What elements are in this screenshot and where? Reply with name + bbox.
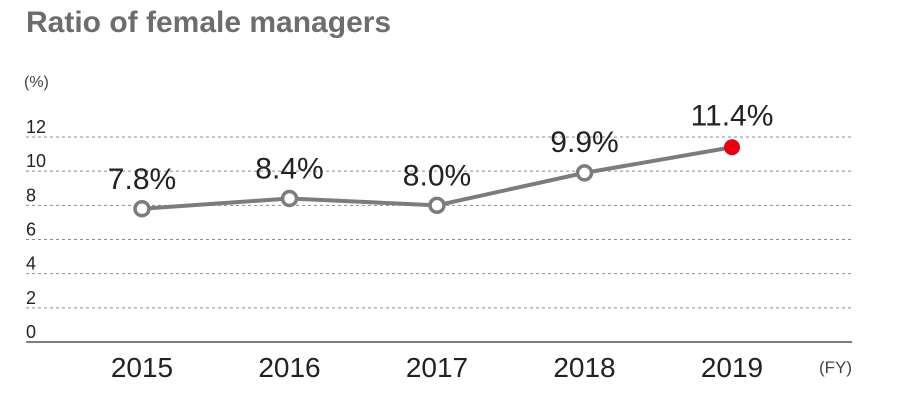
- y-tick-label: 4: [26, 254, 36, 274]
- y-tick-label: 10: [26, 151, 46, 171]
- data-point: [575, 164, 594, 182]
- y-tick-label: 0: [26, 322, 36, 342]
- x-tick-label: 2015: [111, 352, 173, 383]
- y-axis-unit-label: (%): [24, 74, 49, 91]
- x-axis-unit-label: (FY): [819, 358, 852, 377]
- data-point: [133, 200, 151, 218]
- y-tick-label: 6: [26, 220, 36, 240]
- x-tick-label: 2016: [258, 352, 320, 383]
- data-label: 9.9%: [550, 126, 618, 159]
- y-tick-label: 2: [26, 288, 36, 308]
- x-tick-label: 2019: [701, 352, 763, 383]
- data-point: [428, 196, 446, 215]
- data-label: 11.4%: [691, 99, 774, 132]
- x-tick-label: 2017: [406, 352, 468, 383]
- chart-title: Ratio of female managers: [26, 6, 392, 39]
- data-label: 7.8%: [108, 163, 176, 196]
- data-point-highlight: [724, 139, 740, 156]
- x-tick-label: 2018: [553, 352, 615, 383]
- data-point: [280, 189, 299, 208]
- data-label: 8.4%: [255, 153, 323, 186]
- y-tick-label: 8: [26, 185, 36, 205]
- y-tick-label: 12: [26, 117, 46, 137]
- data-label: 8.0%: [403, 159, 471, 192]
